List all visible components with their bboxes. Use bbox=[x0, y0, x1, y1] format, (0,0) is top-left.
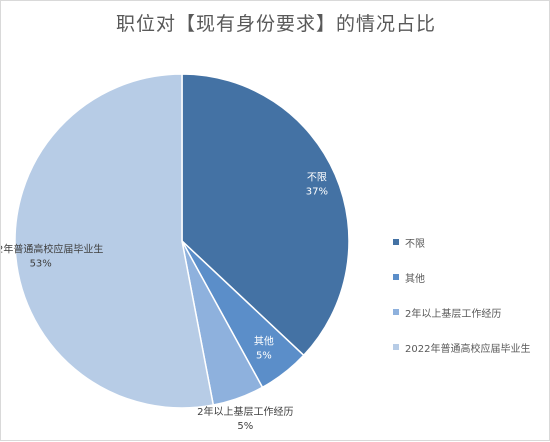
legend-swatch bbox=[393, 239, 399, 245]
slice-category-label: 2年以上基层工作经历 bbox=[197, 405, 293, 418]
legend-label: 其他 bbox=[405, 273, 425, 285]
slice-value-label: 37% bbox=[306, 187, 328, 198]
legend: 不限 其他 2年以上基层工作经历 2022年普通高校应届毕业生 bbox=[393, 234, 550, 374]
slice-value-label: 5% bbox=[237, 421, 253, 432]
pie-slice bbox=[14, 73, 215, 409]
legend-item: 其他 bbox=[393, 269, 550, 285]
pie-slice bbox=[181, 73, 350, 357]
legend-label: 2022年普通高校应届毕业生 bbox=[405, 343, 531, 355]
legend-swatch bbox=[393, 274, 399, 280]
legend-label: 2年以上基层工作经历 bbox=[405, 308, 502, 320]
legend-swatch bbox=[393, 344, 399, 350]
legend-item: 2年以上基层工作经历 bbox=[393, 304, 550, 320]
chart-title: 职位对【现有身份要求】的情况占比 bbox=[115, 13, 436, 35]
slice-value-label: 53% bbox=[30, 258, 52, 269]
legend-label: 不限 bbox=[405, 238, 425, 250]
legend-item: 2022年普通高校应届毕业生 bbox=[393, 339, 550, 355]
slice-category-label: 2022年普通高校应届毕业生 bbox=[1, 242, 103, 255]
slice-category-label: 其他 bbox=[254, 335, 274, 348]
legend-item: 不限 bbox=[393, 234, 550, 250]
slice-value-label: 5% bbox=[256, 351, 272, 362]
slice-category-label: 不限 bbox=[307, 172, 327, 184]
legend-swatch bbox=[393, 309, 399, 315]
